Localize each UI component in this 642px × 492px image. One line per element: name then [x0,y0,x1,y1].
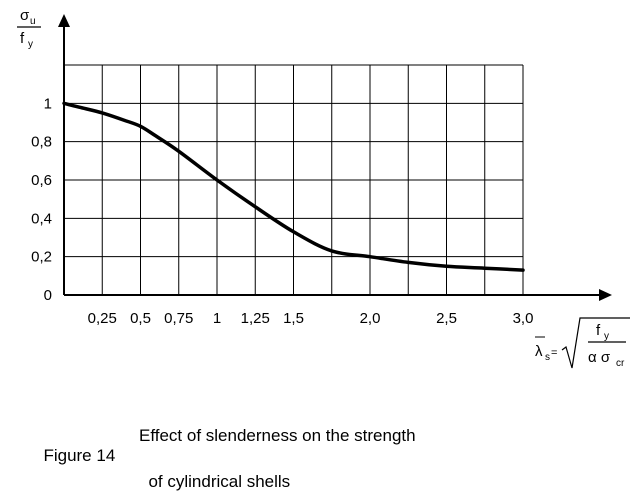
x-label-denominator: α σ [588,349,611,366]
figure-number: Figure 14 [43,446,116,465]
x-tick-label: 1,25 [241,310,270,327]
y-tick-label: 0,6 [31,172,52,189]
x-label-numerator-sub: y [604,331,609,342]
y-axis-arrow [58,14,70,27]
x-tick-label: 1,5 [283,310,304,327]
series-layer [62,101,525,272]
caption-line-1: Effect of slenderness on the strength [139,426,416,445]
x-label-denominator-sub: cr [616,358,625,369]
y-tick-label: 0,2 [31,249,52,266]
x-axis-arrow [599,289,612,301]
caption-line-2: of cylindrical shells [148,472,291,491]
grid [64,64,524,295]
series-line [62,101,525,272]
y-axis-label: σ u f y [17,7,41,50]
y-label-numerator-sub: u [30,16,36,27]
y-tick-label: 0 [44,287,52,304]
x-label-sqrt-sign [561,317,630,369]
caption-line-2-wrap: of cylindrical shells [139,452,290,492]
axes [58,14,612,301]
tick-labels: 0 0,2 0,4 0,6 0,8 1 0,25 0,5 0,75 1 1,25 1,5 2,0 2,5 3… [31,95,533,327]
x-axis-label: λ s = f y α σ cr [535,317,630,369]
figure-caption: Figure 14 Effect of slenderness on the st… [34,426,415,466]
x-tick-label: 0,25 [88,310,117,327]
y-tick-label: 1 [44,95,52,112]
x-label-numerator: f [596,322,601,339]
x-label-lambda-sub: s [545,352,550,363]
x-tick-label: 2,5 [436,310,457,327]
y-tick-label: 0,4 [31,210,52,227]
x-tick-label: 1 [213,310,221,327]
y-label-numerator: σ [20,7,30,24]
x-tick-label: 3,0 [513,310,534,327]
y-label-denominator-sub: y [28,39,33,50]
x-tick-label: 0,75 [164,310,193,327]
x-tick-label: 0,5 [130,310,151,327]
y-label-denominator: f [20,30,25,47]
x-label-lambda: λ [535,343,543,360]
y-tick-label: 0,8 [31,134,52,151]
chart: 0 0,2 0,4 0,6 0,8 1 0,25 0,5 0,75 1 1,25 1,5 2,0 2,5 3… [17,7,630,369]
x-label-equals: = [551,347,557,359]
x-tick-label: 2,0 [360,310,381,327]
